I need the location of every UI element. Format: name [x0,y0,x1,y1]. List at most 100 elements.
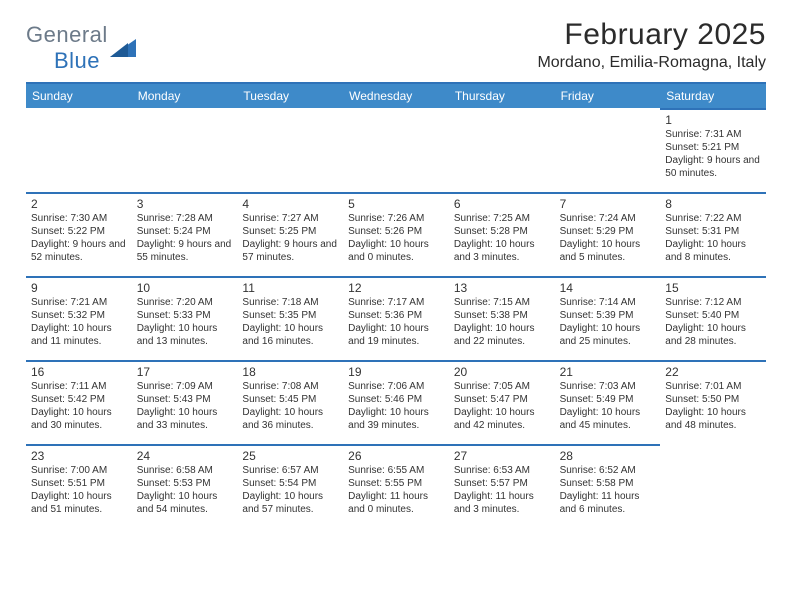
sunset-line: Sunset: 5:38 PM [454,310,550,323]
dayhead-mon: Monday [132,84,238,108]
dayhead-wed: Wednesday [343,84,449,108]
calendar-cell: 19Sunrise: 7:06 AMSunset: 5:46 PMDayligh… [343,360,449,444]
dayhead-tue: Tuesday [237,84,343,108]
sunrise-line: Sunrise: 7:11 AM [31,381,127,394]
sunset-line: Sunset: 5:35 PM [242,310,338,323]
daylight-line: Daylight: 10 hours and 19 minutes. [348,323,444,349]
daylight-line: Daylight: 10 hours and 33 minutes. [137,407,233,433]
day-number: 22 [665,365,761,380]
sunset-line: Sunset: 5:21 PM [665,142,761,155]
day-number: 16 [31,365,127,380]
day-number: 28 [560,449,656,464]
sunrise-line: Sunrise: 7:26 AM [348,213,444,226]
daylight-line: Daylight: 10 hours and 42 minutes. [454,407,550,433]
dayhead-sat: Saturday [660,84,766,108]
calendar-cell: 1Sunrise: 7:31 AMSunset: 5:21 PMDaylight… [660,108,766,192]
sunrise-line: Sunrise: 7:05 AM [454,381,550,394]
dayhead-thu: Thursday [449,84,555,108]
sunset-line: Sunset: 5:53 PM [137,478,233,491]
sunset-line: Sunset: 5:50 PM [665,394,761,407]
sunset-line: Sunset: 5:24 PM [137,226,233,239]
calendar-cell: 3Sunrise: 7:28 AMSunset: 5:24 PMDaylight… [132,192,238,276]
daylight-line: Daylight: 10 hours and 36 minutes. [242,407,338,433]
header: General Blue February 2025 Mordano, Emil… [26,18,766,74]
daylight-line: Daylight: 10 hours and 16 minutes. [242,323,338,349]
daylight-line: Daylight: 9 hours and 57 minutes. [242,239,338,265]
daylight-line: Daylight: 9 hours and 55 minutes. [137,239,233,265]
calendar-cell [555,108,661,192]
daylight-line: Daylight: 10 hours and 51 minutes. [31,491,127,517]
daylight-line: Daylight: 10 hours and 11 minutes. [31,323,127,349]
day-number: 5 [348,197,444,212]
sunrise-line: Sunrise: 7:17 AM [348,297,444,310]
sunrise-line: Sunrise: 7:03 AM [560,381,656,394]
title-block: February 2025 Mordano, Emilia-Romagna, I… [537,18,766,72]
day-number: 13 [454,281,550,296]
day-number: 9 [31,281,127,296]
sunset-line: Sunset: 5:42 PM [31,394,127,407]
calendar-cell: 22Sunrise: 7:01 AMSunset: 5:50 PMDayligh… [660,360,766,444]
calendar-cell: 11Sunrise: 7:18 AMSunset: 5:35 PMDayligh… [237,276,343,360]
sunrise-line: Sunrise: 7:01 AM [665,381,761,394]
daylight-line: Daylight: 10 hours and 5 minutes. [560,239,656,265]
sunrise-line: Sunrise: 7:00 AM [31,465,127,478]
sunset-line: Sunset: 5:33 PM [137,310,233,323]
calendar-cell: 5Sunrise: 7:26 AMSunset: 5:26 PMDaylight… [343,192,449,276]
location: Mordano, Emilia-Romagna, Italy [537,54,766,72]
sunset-line: Sunset: 5:31 PM [665,226,761,239]
calendar-cell: 7Sunrise: 7:24 AMSunset: 5:29 PMDaylight… [555,192,661,276]
sunrise-line: Sunrise: 7:18 AM [242,297,338,310]
calendar-cell: 28Sunrise: 6:52 AMSunset: 5:58 PMDayligh… [555,444,661,528]
sunset-line: Sunset: 5:26 PM [348,226,444,239]
daylight-line: Daylight: 10 hours and 30 minutes. [31,407,127,433]
sunset-line: Sunset: 5:36 PM [348,310,444,323]
calendar-cell: 9Sunrise: 7:21 AMSunset: 5:32 PMDaylight… [26,276,132,360]
calendar-cell: 2Sunrise: 7:30 AMSunset: 5:22 PMDaylight… [26,192,132,276]
sunrise-line: Sunrise: 7:31 AM [665,129,761,142]
calendar-cell [132,108,238,192]
day-number: 25 [242,449,338,464]
sunset-line: Sunset: 5:39 PM [560,310,656,323]
daylight-line: Daylight: 11 hours and 3 minutes. [454,491,550,517]
logo-word1: General [26,22,108,47]
sunset-line: Sunset: 5:57 PM [454,478,550,491]
day-number: 3 [137,197,233,212]
calendar-cell: 14Sunrise: 7:14 AMSunset: 5:39 PMDayligh… [555,276,661,360]
calendar-page: General Blue February 2025 Mordano, Emil… [0,0,792,538]
sunset-line: Sunset: 5:40 PM [665,310,761,323]
daylight-line: Daylight: 10 hours and 45 minutes. [560,407,656,433]
day-number: 20 [454,365,550,380]
day-header-row: Sunday Monday Tuesday Wednesday Thursday… [26,82,766,108]
sunrise-line: Sunrise: 6:58 AM [137,465,233,478]
daylight-line: Daylight: 11 hours and 6 minutes. [560,491,656,517]
calendar-cell: 10Sunrise: 7:20 AMSunset: 5:33 PMDayligh… [132,276,238,360]
calendar-cell [449,108,555,192]
sunset-line: Sunset: 5:58 PM [560,478,656,491]
sunrise-line: Sunrise: 7:25 AM [454,213,550,226]
sunset-line: Sunset: 5:25 PM [242,226,338,239]
day-number: 27 [454,449,550,464]
logo: General Blue [26,18,136,74]
sunrise-line: Sunrise: 7:28 AM [137,213,233,226]
sunrise-line: Sunrise: 7:24 AM [560,213,656,226]
day-number: 18 [242,365,338,380]
sunrise-line: Sunrise: 7:08 AM [242,381,338,394]
logo-word2: Blue [54,48,100,73]
sunset-line: Sunset: 5:32 PM [31,310,127,323]
daylight-line: Daylight: 10 hours and 57 minutes. [242,491,338,517]
daylight-line: Daylight: 10 hours and 25 minutes. [560,323,656,349]
daylight-line: Daylight: 9 hours and 52 minutes. [31,239,127,265]
calendar-cell [343,108,449,192]
day-number: 8 [665,197,761,212]
sunrise-line: Sunrise: 7:22 AM [665,213,761,226]
day-number: 15 [665,281,761,296]
calendar-cell: 13Sunrise: 7:15 AMSunset: 5:38 PMDayligh… [449,276,555,360]
calendar-cell [237,108,343,192]
daylight-line: Daylight: 10 hours and 13 minutes. [137,323,233,349]
sunset-line: Sunset: 5:51 PM [31,478,127,491]
day-number: 24 [137,449,233,464]
daylight-line: Daylight: 9 hours and 50 minutes. [665,155,761,181]
day-number: 7 [560,197,656,212]
sunrise-line: Sunrise: 6:53 AM [454,465,550,478]
daylight-line: Daylight: 10 hours and 3 minutes. [454,239,550,265]
